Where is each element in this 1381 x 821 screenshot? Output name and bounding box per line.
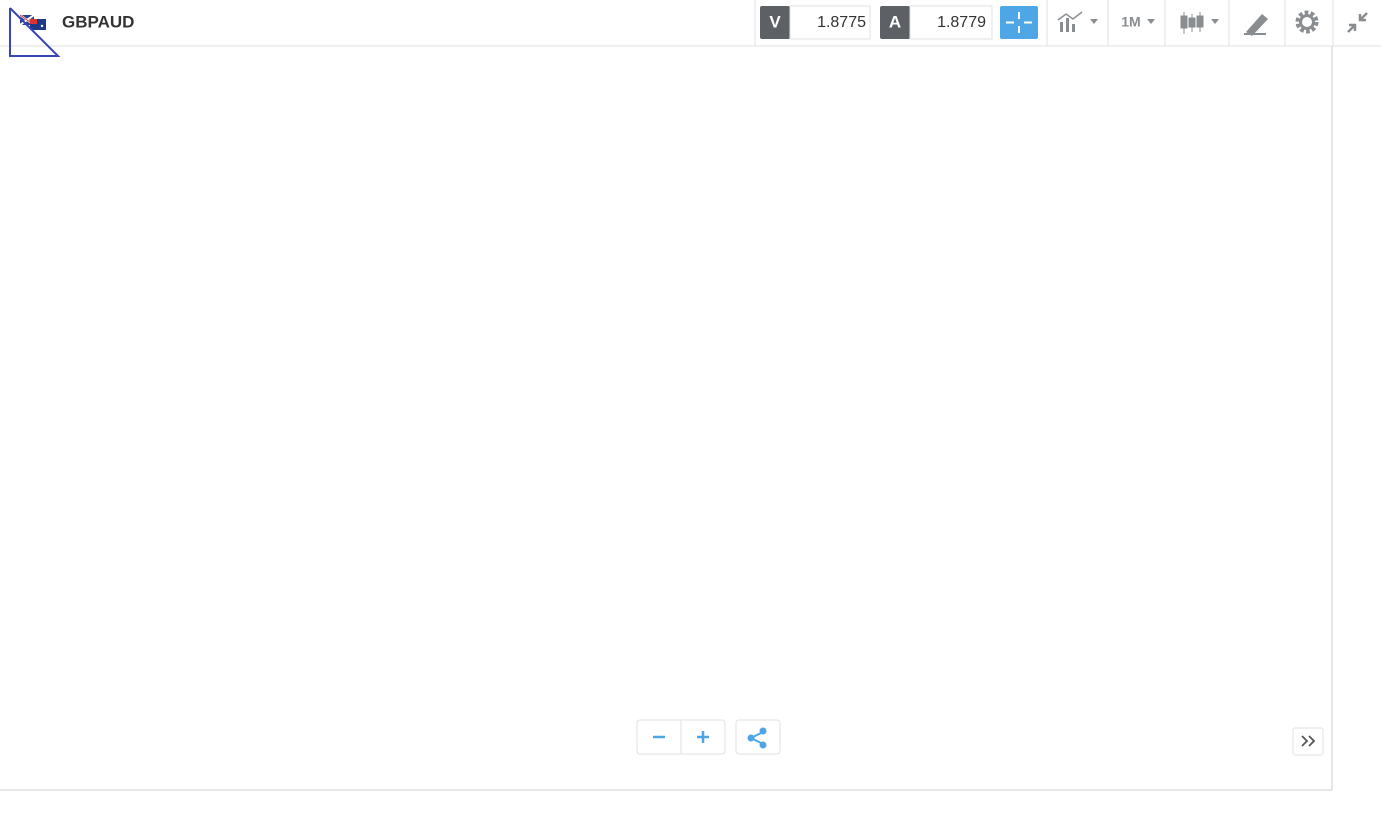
symbol: GBPAUD [62, 12, 134, 31]
buy-price-box [909, 5, 993, 40]
zoom-controls [636, 719, 1324, 756]
scroll-right-button[interactable] [1292, 727, 1324, 756]
indicators-button[interactable] [1057, 11, 1098, 32]
flag-icon [19, 14, 46, 30]
header-bg [0, 0, 1381, 46]
draw-button[interactable] [1244, 14, 1268, 36]
header: GBPAUD V 1.8775 A 1.8779 1M [0, 0, 1381, 47]
buy-label: A [889, 12, 901, 31]
sell-button[interactable] [760, 6, 790, 39]
timeframe[interactable]: 1M [1121, 14, 1140, 30]
buy-price: 1.8779 [937, 14, 986, 31]
sell-price: 1.8775 [817, 14, 866, 31]
collapse-button[interactable] [1347, 12, 1368, 33]
zoom-in-button[interactable] [697, 731, 709, 743]
sell-label: V [769, 12, 781, 31]
crosshair-button[interactable] [1000, 6, 1038, 39]
buy-button[interactable] [880, 6, 910, 39]
settings-button[interactable] [1295, 10, 1319, 34]
share-button[interactable] [735, 719, 781, 755]
sell-price-box [789, 5, 871, 40]
corner-marker [9, 7, 61, 57]
chart-type-button[interactable] [1180, 12, 1219, 34]
